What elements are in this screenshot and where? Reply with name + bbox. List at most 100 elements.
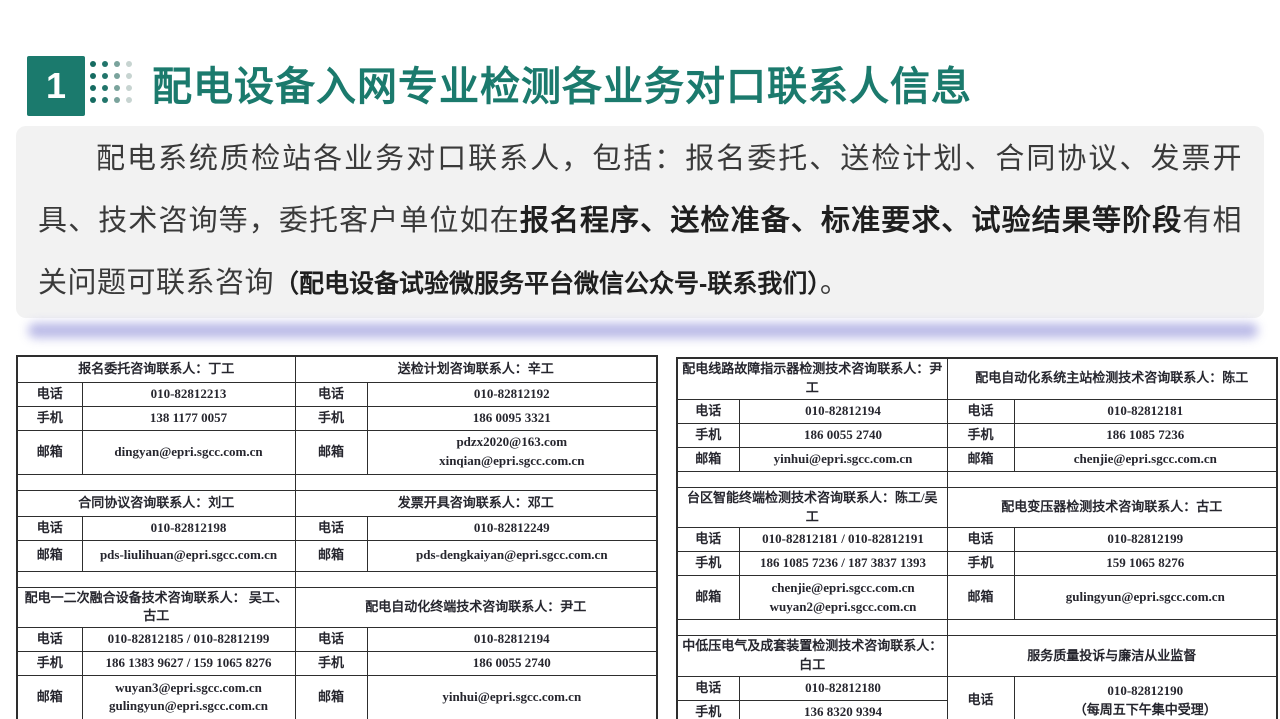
field-label: 邮箱: [676, 575, 740, 621]
field-value: 138 1177 0057: [81, 405, 296, 431]
contact-title: 配电线路故障指示器检测技术咨询联系人：尹工: [676, 357, 948, 400]
field-label: 电话: [676, 398, 740, 424]
field-label: 电话: [16, 515, 83, 541]
table-separator: [16, 473, 658, 491]
contact-title: 发票开具咨询联系人：邓工: [294, 489, 658, 517]
email-line: wuyan3@epri.sgcc.com.cn: [115, 679, 262, 695]
field-value: chenjie@epri.sgcc.com.cn wuyan2@epri.sgc…: [738, 575, 948, 621]
field-value: 010-82812198: [81, 515, 296, 541]
contact-title: 中低压电气及成套装置检测技术咨询联系人：白工: [676, 635, 948, 678]
field-value: 010-82812194: [366, 627, 658, 653]
decorative-shadow-band: [28, 323, 1258, 338]
field-label: 电话: [946, 527, 1015, 553]
field-value: 186 0055 2740: [366, 651, 658, 677]
contact-title: 配电变压器检测技术咨询联系人：古工: [946, 486, 1278, 529]
field-label: 电话: [16, 627, 83, 653]
field-label: 邮箱: [16, 675, 83, 719]
field-value: wuyan3@epri.sgcc.com.cn gulingyun@epri.s…: [81, 675, 296, 719]
email-line: chenjie@epri.sgcc.com.cn: [771, 580, 915, 596]
field-label: 电话: [946, 398, 1015, 424]
contact-title: 送检计划咨询联系人：辛工: [294, 355, 658, 383]
field-value: gulingyun@epri.sgcc.com.cn: [1013, 575, 1278, 621]
field-value: 186 0055 2740: [738, 422, 948, 448]
field-label: 手机: [294, 651, 368, 677]
field-value: pds-liulihuan@epri.sgcc.com.cn: [81, 539, 296, 572]
field-value: 010-82812194: [738, 398, 948, 424]
field-label: 电话: [16, 381, 83, 407]
field-label: 手机: [946, 422, 1015, 448]
field-label: 电话: [676, 676, 740, 702]
section-number-badge: 1: [27, 56, 85, 116]
field-value: dingyan@epri.sgcc.com.cn: [81, 429, 296, 475]
intro-paragraph-box: 配电系统质检站各业务对口联系人，包括：报名委托、送检计划、合同协议、发票开具、技…: [16, 126, 1264, 318]
intro-text-segment: 配电系统质检站各业务对口联系人，包括：报名委托、送检计划、合同协议、发票开具、技…: [38, 143, 1242, 237]
intro-text-segment: 。: [819, 267, 850, 299]
field-value: 010-82812213: [81, 381, 296, 407]
field-value: 010-82812249: [366, 515, 658, 541]
phone-line: 010-82812190: [1107, 682, 1184, 698]
field-label: 邮箱: [294, 675, 368, 719]
intro-text-segment: 有相关问题可联系咨询: [38, 205, 1242, 299]
contact-title: 服务质量投诉与廉洁从业监督: [946, 635, 1278, 678]
field-value: 186 0095 3321: [366, 405, 658, 431]
field-label: 手机: [946, 551, 1015, 577]
field-value: 010-82812185 / 010-82812199: [81, 627, 296, 653]
field-value: 010-82812181: [1013, 398, 1278, 424]
field-value: 159 1065 8276: [1013, 551, 1278, 577]
intro-paragraph: 配电系统质检站各业务对口联系人，包括：报名委托、送检计划、合同协议、发票开具、技…: [38, 128, 1242, 315]
field-label: 邮箱: [946, 575, 1015, 621]
field-label: 手机: [676, 422, 740, 448]
field-value: 010-82812180: [738, 676, 948, 702]
field-label: 邮箱: [676, 446, 740, 472]
field-label: 手机: [16, 405, 83, 431]
field-value: pds-dengkaiyan@epri.sgcc.com.cn: [366, 539, 658, 572]
field-label: 邮箱: [16, 539, 83, 572]
phone-note: （每周五下午集中受理）: [1073, 701, 1217, 717]
field-label: 手机: [294, 405, 368, 431]
field-label: 电话: [294, 627, 368, 653]
contact-title: 配电自动化终端技术咨询联系人：尹工: [294, 586, 658, 629]
field-label: 手机: [676, 700, 740, 719]
contact-title: 合同协议咨询联系人：刘工: [16, 489, 296, 517]
table-separator: [16, 570, 658, 588]
field-value: 010-82812192: [366, 381, 658, 407]
email-line: gulingyun@epri.sgcc.com.cn: [108, 698, 269, 714]
field-label: 邮箱: [946, 446, 1015, 472]
field-value: pdzx2020@163.com xinqian@epri.sgcc.com.c…: [366, 429, 658, 475]
field-label: 电话: [294, 515, 368, 541]
email-line: xinqian@epri.sgcc.com.cn: [439, 453, 585, 468]
field-value: yinhui@epri.sgcc.com.cn: [738, 446, 948, 472]
contact-title: 台区智能终端检测技术咨询联系人：陈工/吴工: [676, 486, 948, 529]
field-value: chenjie@epri.sgcc.com.cn: [1013, 446, 1278, 472]
contact-title: 报名委托咨询联系人：丁工: [16, 355, 296, 383]
field-value: 010-82812181 / 010-82812191: [738, 527, 948, 553]
contact-table-left: 报名委托咨询联系人：丁工 送检计划咨询联系人：辛工 电话 010-8281221…: [16, 355, 659, 719]
field-label: 邮箱: [16, 429, 83, 475]
contact-table-right: 配电线路故障指示器检测技术咨询联系人：尹工 配电自动化系统主站检测技术咨询联系人…: [676, 357, 1279, 719]
field-label: 电话: [946, 676, 1015, 719]
contact-title: 配电一二次融合设备技术咨询联系人： 吴工、古工: [16, 586, 296, 629]
field-value: yinhui@epri.sgcc.com.cn: [366, 675, 658, 719]
field-value: 010-82812190 （每周五下午集中受理）: [1013, 676, 1278, 719]
table-separator: [676, 470, 1278, 488]
field-value: 186 1085 7236: [1013, 422, 1278, 448]
dots-grid-icon: [90, 61, 132, 103]
field-label: 邮箱: [294, 429, 368, 475]
page-title: 配电设备入网专业检测各业务对口联系人信息: [152, 65, 972, 109]
contact-title: 配电自动化系统主站检测技术咨询联系人：陈工: [946, 357, 1278, 400]
field-label: 邮箱: [294, 539, 368, 572]
field-value: 136 8320 9394: [738, 700, 948, 719]
table-separator: [676, 619, 1278, 637]
intro-bold-segment: 报名程序、送检准备、标准要求、试验结果等阶段: [519, 205, 1183, 237]
field-value: 186 1383 9627 / 159 1065 8276: [81, 651, 296, 677]
email-line: pdzx2020@163.com: [456, 434, 568, 450]
field-value: 186 1085 7236 / 187 3837 1393: [738, 551, 948, 577]
field-label: 手机: [676, 551, 740, 577]
email-line: wuyan2@epri.sgcc.com.cn: [769, 598, 917, 614]
intro-bold-paren-segment: （配电设备试验微服务平台微信公众号-联系我们）: [274, 270, 820, 298]
field-label: 电话: [676, 527, 740, 553]
field-label: 电话: [294, 381, 368, 407]
field-value: 010-82812199: [1013, 527, 1278, 553]
field-label: 手机: [16, 651, 83, 677]
